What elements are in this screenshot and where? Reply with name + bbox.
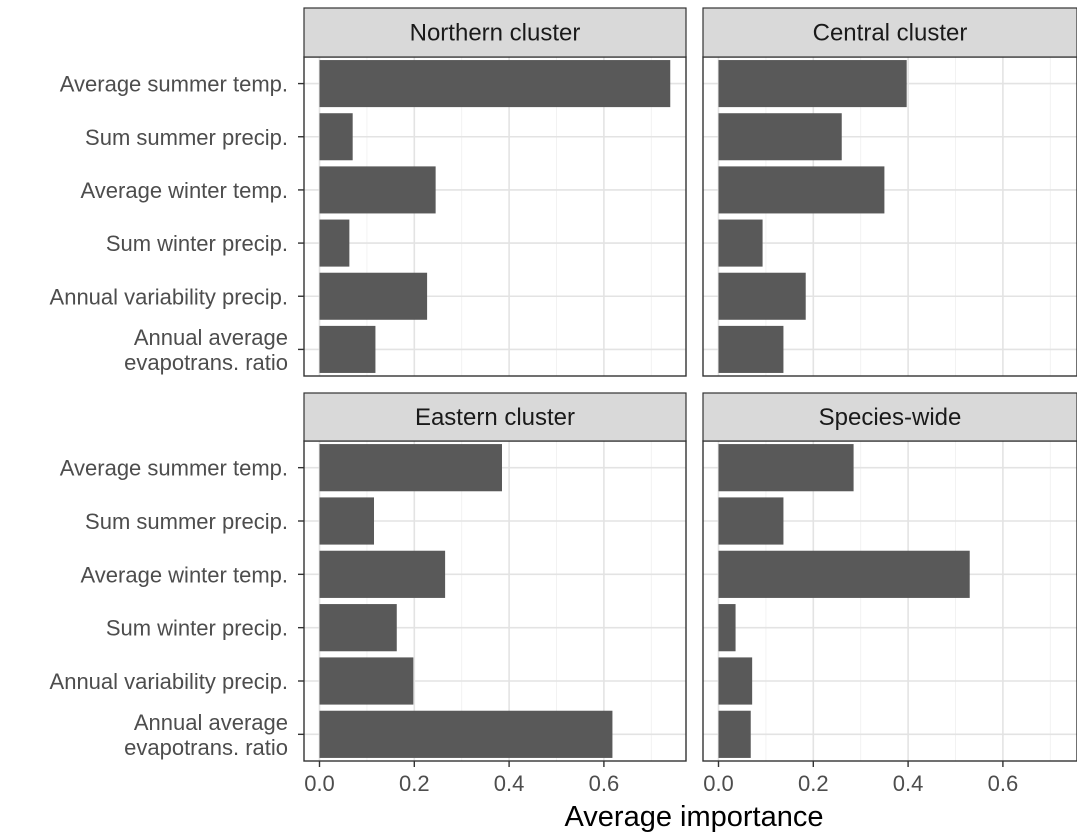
facet-title: Northern cluster bbox=[410, 20, 581, 47]
bar bbox=[718, 497, 784, 545]
bar bbox=[319, 604, 397, 652]
y-tick-label-line: Average summer temp. bbox=[60, 456, 288, 481]
bar bbox=[319, 497, 375, 545]
bar bbox=[319, 550, 446, 598]
y-tick-label-line: Annual variability precip. bbox=[50, 284, 288, 309]
panel-background bbox=[703, 57, 1077, 376]
y-tick-label: Sum summer precip. bbox=[85, 509, 288, 534]
bar bbox=[319, 60, 671, 108]
x-tick-label: 0.4 bbox=[494, 771, 525, 796]
y-tick-label-line: Sum winter precip. bbox=[106, 616, 288, 641]
bar bbox=[718, 325, 784, 373]
y-tick-label-line: evapotrans. ratio bbox=[124, 735, 288, 760]
bar bbox=[718, 60, 907, 108]
x-tick-label: 0.2 bbox=[798, 771, 829, 796]
facet-strip bbox=[303, 7, 687, 58]
y-tick-label: Average winter temp. bbox=[81, 178, 288, 203]
facet-title: Eastern cluster bbox=[415, 404, 575, 431]
facet-strip bbox=[303, 392, 687, 442]
y-tick-label-line: Average summer temp. bbox=[60, 72, 288, 97]
bar bbox=[718, 604, 736, 652]
bar bbox=[718, 113, 842, 161]
y-tick-label: Annual average evapotrans. ratio bbox=[124, 710, 288, 760]
y-tick-label: Sum winter precip. bbox=[106, 616, 288, 641]
panel-background bbox=[304, 441, 686, 761]
bar bbox=[319, 444, 502, 492]
panel-background bbox=[703, 441, 1077, 761]
facet-title: Central cluster bbox=[813, 20, 968, 47]
bar bbox=[718, 219, 763, 267]
bar bbox=[319, 166, 436, 214]
y-tick-label: Average summer temp. bbox=[60, 72, 288, 97]
panel-background bbox=[304, 57, 686, 376]
bar bbox=[319, 113, 353, 161]
panels-layer: Northern cluster Average summer temp. Sum … bbox=[50, 7, 1077, 796]
y-tick-label: Sum winter precip. bbox=[106, 231, 288, 256]
x-tick-label: 0.6 bbox=[589, 771, 620, 796]
y-tick-label: Annual variability precip. bbox=[50, 284, 288, 309]
facet-title: Species-wide bbox=[819, 404, 962, 431]
facet-panel: Eastern cluster Average summer temp. Sum s… bbox=[50, 392, 687, 796]
y-tick-label: Average winter temp. bbox=[81, 562, 288, 587]
y-tick-label-line: Average winter temp. bbox=[81, 178, 288, 203]
x-axis-title: Average importance bbox=[564, 801, 823, 833]
bar bbox=[319, 272, 428, 320]
y-tick-label-line: evapotrans. ratio bbox=[124, 350, 288, 375]
bar bbox=[718, 550, 970, 598]
y-tick-label-line: Annual average bbox=[134, 325, 288, 350]
bar bbox=[718, 710, 751, 758]
x-tick-label: 0.2 bbox=[399, 771, 430, 796]
bar bbox=[319, 657, 414, 705]
y-tick-label-line: Sum winter precip. bbox=[106, 231, 288, 256]
bar bbox=[718, 272, 806, 320]
bar bbox=[319, 325, 376, 373]
y-tick-label: Average summer temp. bbox=[60, 456, 288, 481]
y-tick-label-line: Annual average bbox=[134, 710, 288, 735]
facet-panel: Central cluster bbox=[702, 7, 1077, 377]
facet-strip bbox=[702, 392, 1077, 442]
y-tick-label-line: Annual variability precip. bbox=[50, 669, 288, 694]
facet-panel: Northern cluster Average summer temp. Sum … bbox=[50, 7, 687, 377]
x-tick-label: 0.6 bbox=[988, 771, 1019, 796]
bar bbox=[319, 710, 613, 758]
y-tick-label-line: Sum summer precip. bbox=[85, 509, 288, 534]
y-tick-label: Annual average evapotrans. ratio bbox=[124, 325, 288, 375]
bar bbox=[718, 166, 885, 214]
y-tick-label: Annual variability precip. bbox=[50, 669, 288, 694]
x-tick-label: 0.4 bbox=[893, 771, 924, 796]
bar bbox=[718, 444, 854, 492]
y-tick-label-line: Sum summer precip. bbox=[85, 125, 288, 150]
bar bbox=[319, 219, 350, 267]
y-tick-label: Sum summer precip. bbox=[85, 125, 288, 150]
x-tick-label: 0.0 bbox=[304, 771, 335, 796]
facet-panel: Species-wide 0.0 0.2 0.4 0.6 bbox=[702, 392, 1077, 796]
x-tick-label: 0.0 bbox=[703, 771, 734, 796]
facet-strip bbox=[702, 7, 1077, 58]
y-tick-label-line: Average winter temp. bbox=[81, 562, 288, 587]
bar bbox=[718, 657, 753, 705]
